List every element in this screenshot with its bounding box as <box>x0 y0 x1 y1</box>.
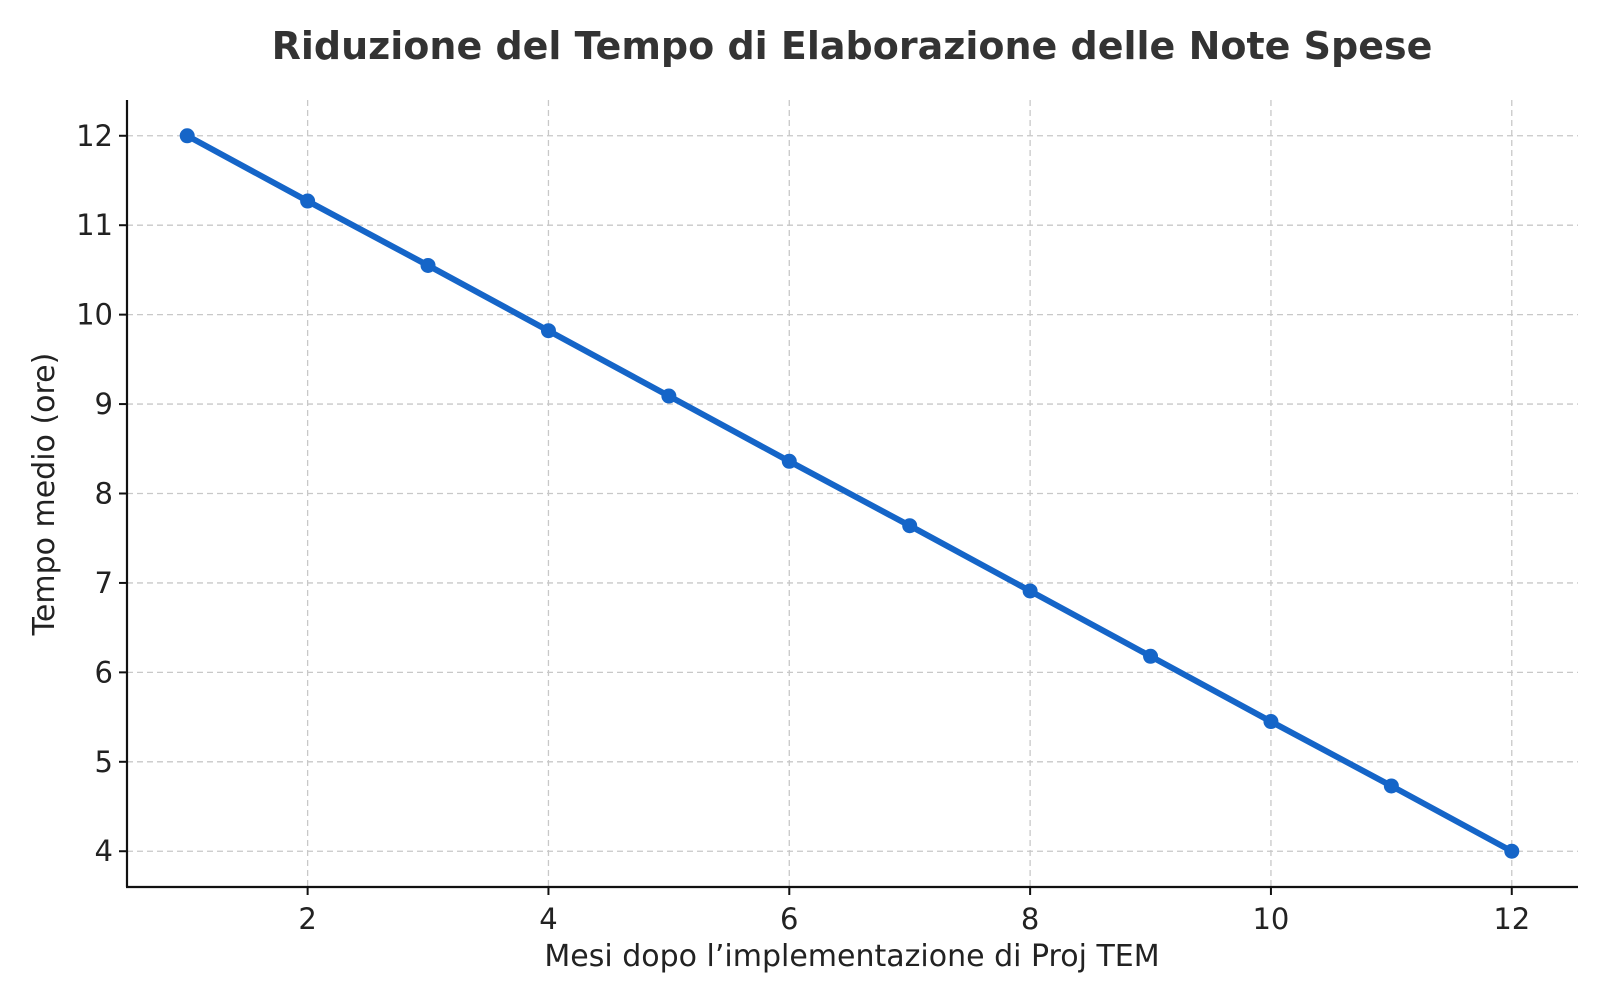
data-point <box>420 257 436 273</box>
data-point <box>661 388 677 404</box>
data-point <box>1143 648 1159 664</box>
data-point <box>1383 778 1399 794</box>
chart-title: Riduzione del Tempo di Elaborazione dell… <box>272 24 1433 68</box>
data-point <box>1022 583 1038 599</box>
y-tick-label: 9 <box>95 387 113 421</box>
data-point <box>179 128 195 144</box>
x-tick-label: 8 <box>1021 902 1039 936</box>
y-tick-label: 11 <box>76 208 113 242</box>
x-tick-label: 4 <box>539 902 557 936</box>
y-tick-label: 4 <box>95 834 113 868</box>
y-tick-label: 7 <box>95 566 113 600</box>
x-tick-label: 10 <box>1252 902 1289 936</box>
y-tick-label: 5 <box>95 745 113 779</box>
data-point <box>1263 714 1279 730</box>
series <box>179 128 1520 859</box>
data-point <box>1504 843 1520 859</box>
y-tick-label: 12 <box>76 119 113 153</box>
data-point <box>300 193 316 209</box>
ticks: 2 4 6 8 10 12 4 5 6 7 8 9 10 11 12 <box>76 119 1530 936</box>
data-point <box>781 453 797 469</box>
series-line <box>184 132 1515 855</box>
data-point <box>540 323 556 339</box>
x-axis-label: Mesi dopo l’implementazione di Proj TEM <box>544 939 1159 974</box>
x-tick-label: 6 <box>780 902 798 936</box>
data-point <box>902 518 918 534</box>
y-axis-label: Tempo medio (ore) <box>27 353 62 637</box>
y-tick-label: 6 <box>95 655 113 689</box>
y-tick-label: 10 <box>76 298 113 332</box>
y-tick-label: 8 <box>95 477 113 511</box>
x-tick-label: 2 <box>298 902 316 936</box>
x-tick-label: 12 <box>1493 902 1530 936</box>
grid <box>127 100 1578 887</box>
